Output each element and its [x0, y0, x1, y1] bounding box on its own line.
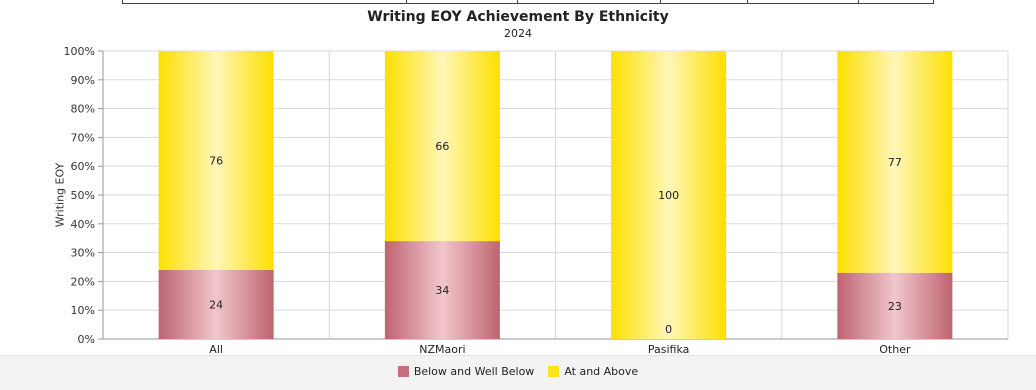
legend: Below and Well Below At and Above	[0, 365, 1036, 378]
data-label: 0	[665, 323, 672, 336]
bar-nzmaori-above	[384, 51, 500, 242]
top-strip-remnant	[122, 0, 934, 4]
x-tick-label: Other	[879, 343, 911, 356]
x-tick-label: All	[209, 343, 223, 356]
legend-item-above[interactable]: At and Above	[548, 365, 638, 378]
y-tick-label: 70%	[71, 131, 95, 144]
bar-other-below	[837, 272, 953, 339]
y-tick-label: 0%	[78, 333, 95, 346]
y-tick-label: 100%	[64, 45, 95, 58]
data-label: 34	[435, 284, 449, 297]
y-tick-label: 80%	[71, 103, 95, 116]
data-label: 66	[435, 140, 449, 153]
legend-swatch-below	[397, 366, 409, 377]
legend-label-below: Below and Well Below	[413, 365, 535, 378]
y-tick-label: 10%	[71, 304, 95, 317]
y-tick-label: 40%	[71, 218, 95, 231]
data-label: 76	[209, 154, 223, 167]
legend-label-above: At and Above	[564, 365, 639, 378]
legend-item-below[interactable]: Below and Well Below	[397, 365, 535, 378]
x-tick-label: NZMaori	[419, 343, 465, 356]
bar-all-below	[158, 269, 274, 339]
y-tick-label: 50%	[71, 189, 95, 202]
y-tick-label: 90%	[71, 74, 95, 87]
bar-other-above	[837, 51, 953, 273]
y-tick-label: 20%	[71, 275, 95, 288]
y-tick-label: 30%	[71, 247, 95, 260]
data-label: 23	[888, 300, 902, 313]
chart-subtitle: 2024	[504, 27, 532, 40]
x-tick-label: Pasifika	[648, 343, 690, 356]
chart-title: Writing EOY Achievement By Ethnicity	[367, 9, 669, 25]
data-label: 77	[888, 156, 902, 169]
bar-all-above	[158, 51, 274, 270]
bar-pasifika-above	[611, 51, 727, 339]
bar-nzmaori-below	[384, 241, 500, 339]
data-label: 24	[209, 298, 223, 311]
legend-band	[0, 355, 1036, 390]
data-label: 100	[658, 189, 679, 202]
legend-swatch-above	[548, 366, 560, 377]
y-tick-label: 60%	[71, 160, 95, 173]
